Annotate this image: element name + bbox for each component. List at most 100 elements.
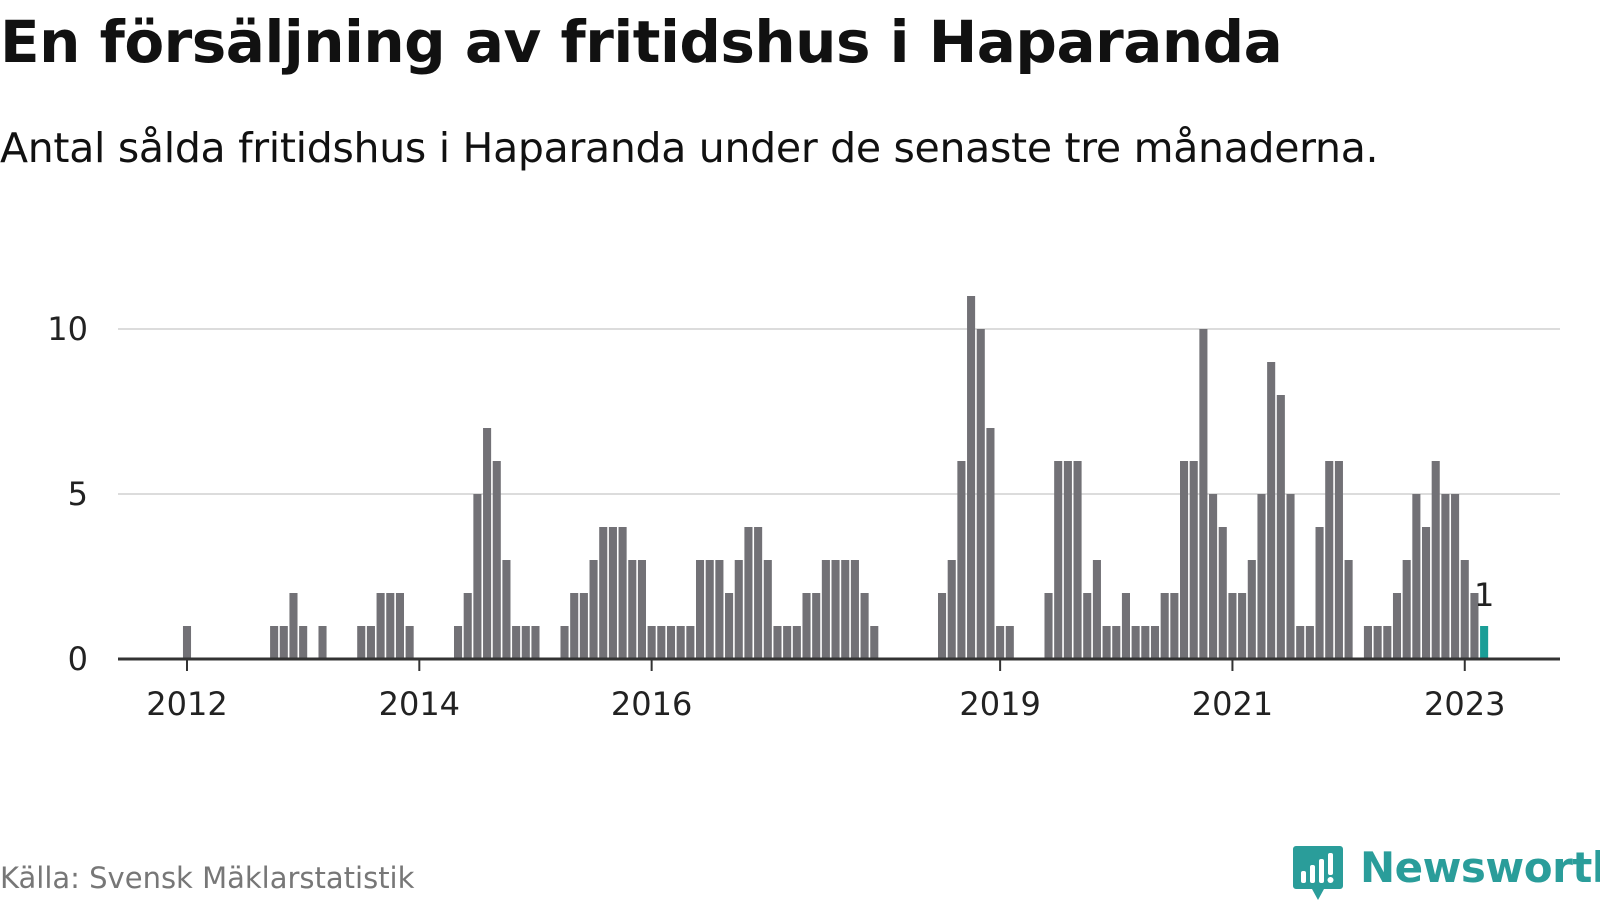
bar [1238, 593, 1247, 659]
bar [1344, 560, 1353, 659]
bar [1131, 626, 1140, 659]
x-axis-ticks: 2012 2014 2016 2019 2021 2023 [146, 659, 1505, 723]
bar [938, 593, 947, 659]
bar [1325, 461, 1334, 659]
bar [182, 626, 192, 659]
bar [1441, 494, 1450, 659]
bar [705, 560, 714, 659]
bar [996, 626, 1005, 659]
bar [366, 626, 375, 659]
bar [1247, 560, 1256, 659]
bar [1470, 593, 1479, 659]
bar [1460, 560, 1469, 659]
bar [850, 560, 859, 659]
y-tick-label-5: 5 [68, 475, 88, 513]
y-tick-label-10: 10 [47, 310, 88, 348]
bar [676, 626, 685, 659]
bar [279, 626, 288, 659]
brand-name: Newsworthy [1360, 843, 1600, 892]
bar [1044, 593, 1053, 659]
bar [1267, 362, 1276, 659]
bar [666, 626, 676, 659]
bar [967, 296, 976, 659]
bar [628, 560, 637, 659]
bar [376, 593, 385, 659]
bar [1170, 593, 1179, 659]
bar [357, 626, 366, 659]
chart-subtitle: Antal sålda fritidshus i Haparanda under… [0, 124, 1379, 172]
bar [405, 626, 414, 659]
bar [763, 560, 772, 659]
bar [647, 626, 656, 659]
bar [395, 593, 404, 659]
bar [608, 527, 617, 659]
bar [386, 593, 395, 659]
bar [734, 560, 743, 659]
bar [1102, 626, 1111, 659]
bar [1189, 461, 1198, 659]
bar [725, 593, 734, 659]
bar [454, 626, 463, 659]
bar [1228, 593, 1237, 659]
x-tick-label-2016: 2016 [611, 685, 692, 723]
bar [570, 593, 579, 659]
bar [821, 560, 830, 659]
bar [318, 626, 327, 659]
bar [1199, 329, 1208, 659]
bar [1005, 626, 1014, 659]
bar [1092, 560, 1101, 659]
bar [1451, 494, 1460, 659]
bar [1083, 593, 1092, 659]
bar [1286, 494, 1295, 659]
bar [860, 593, 869, 659]
bar [1334, 461, 1343, 659]
bar [589, 560, 598, 659]
bar [657, 626, 666, 659]
source-note: Källa: Svensk Mäklarstatistik [0, 861, 415, 895]
bar [502, 560, 511, 659]
bar [841, 560, 850, 659]
bar [560, 626, 569, 659]
bar [976, 329, 985, 659]
bar [1383, 626, 1392, 659]
bar [957, 461, 966, 659]
bar [289, 593, 298, 659]
bar [637, 560, 646, 659]
bar [1392, 593, 1402, 659]
bar [512, 626, 521, 659]
bar [1315, 527, 1324, 659]
bar [1150, 626, 1160, 659]
bar [1141, 626, 1150, 659]
bar [870, 626, 879, 659]
bar [792, 626, 801, 659]
chart-title: En försäljning av fritidshus i Haparanda [0, 8, 1283, 76]
bar [1296, 626, 1305, 659]
x-tick-label-2012: 2012 [146, 685, 227, 723]
bar [1209, 494, 1218, 659]
bar [696, 560, 705, 659]
bar [1180, 461, 1189, 659]
bar [1121, 593, 1130, 659]
bar [715, 560, 724, 659]
brand-logo[interactable]: Newsworthy [1292, 842, 1600, 902]
bar [802, 593, 811, 659]
bar [1112, 626, 1121, 659]
bar [1160, 593, 1169, 659]
bar-highlight [1480, 626, 1489, 659]
bar [1054, 461, 1063, 659]
bar [618, 527, 627, 659]
bar [483, 428, 492, 659]
bar [531, 626, 540, 659]
bar [754, 527, 763, 659]
bar [521, 626, 530, 659]
bar [783, 626, 792, 659]
bar [947, 560, 956, 659]
x-tick-label-2014: 2014 [379, 685, 460, 723]
y-axis-ticks: 0 5 10 [47, 310, 88, 678]
newsworthy-logo-icon [1293, 846, 1343, 900]
bar [1402, 560, 1411, 659]
x-tick-label-2021: 2021 [1192, 685, 1273, 723]
bar [1422, 527, 1431, 659]
bar [463, 593, 472, 659]
